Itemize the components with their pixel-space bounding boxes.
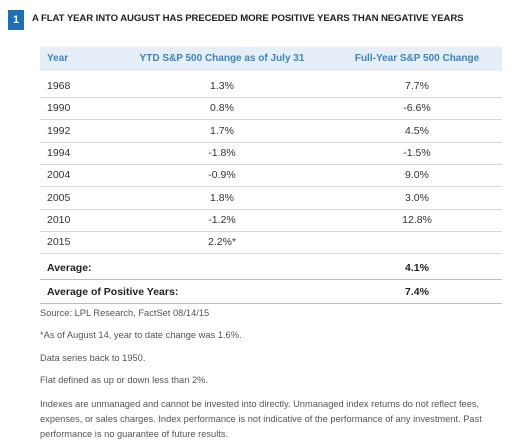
row-divider	[40, 208, 502, 210]
table-cell: 2010	[47, 213, 71, 226]
footnote: Flat defined as up or down less than 2%.	[40, 374, 208, 385]
table-cell: 9.0%	[405, 169, 429, 182]
footnote: Data series back to 1950.	[40, 352, 146, 363]
table-cell: 2004	[47, 169, 71, 182]
summary-label: Average of Positive Years:	[47, 286, 179, 299]
table-cell: 12.8%	[402, 213, 432, 226]
column-header: Full-Year S&P 500 Change	[354, 53, 480, 64]
row-divider	[40, 141, 502, 143]
row-divider	[40, 230, 502, 232]
row-divider	[40, 303, 502, 305]
table-cell: 1.3%	[210, 80, 234, 92]
figure-number: 1	[8, 10, 24, 30]
table-cell: 1.7%	[210, 124, 234, 137]
table-cell: 7.7%	[405, 80, 429, 92]
table-cell: -0.9%	[208, 169, 236, 182]
table-cell: -1.5%	[403, 146, 431, 159]
table-cell: -1.8%	[208, 146, 236, 159]
row-divider	[40, 253, 502, 255]
table-cell: 3.0%	[405, 191, 429, 204]
row-divider	[40, 119, 502, 121]
column-header: YTD S&P 500 Change as of July 31	[139, 53, 305, 64]
row-divider	[40, 279, 502, 281]
table-cell: 1.8%	[210, 191, 234, 204]
table-cell: 2005	[47, 191, 71, 204]
table-cell: 4.5%	[405, 124, 429, 137]
column-header: Year	[47, 53, 69, 64]
figure-title: A FLAT YEAR INTO AUGUST HAS PRECEDED MOR…	[32, 13, 464, 24]
summary-value: 4.1%	[405, 262, 429, 275]
disclaimer: Indexes are unmanaged and cannot be inve…	[40, 399, 482, 439]
row-divider	[40, 186, 502, 188]
table-cell: 2.2%*	[207, 236, 237, 249]
footnote: Source: LPL Research, FactSet 08/14/15	[40, 308, 210, 318]
table-cell: 1994	[47, 146, 71, 159]
table-cell: 0.8%	[210, 102, 234, 115]
table-cell: -1.2%	[208, 213, 236, 226]
table-cell: -6.6%	[403, 102, 431, 115]
summary-label: Average:	[47, 262, 92, 275]
table-cell: 1992	[47, 124, 71, 137]
row-divider	[40, 163, 502, 165]
footnote: *As of August 14, year to date change wa…	[40, 330, 242, 341]
table-cell: 2015	[47, 236, 71, 249]
table-cell: 1990	[47, 102, 71, 115]
summary-value: 7.4%	[405, 286, 429, 299]
row-divider	[40, 97, 502, 98]
header-band	[40, 47, 502, 71]
table-cell: 1968	[47, 80, 71, 92]
